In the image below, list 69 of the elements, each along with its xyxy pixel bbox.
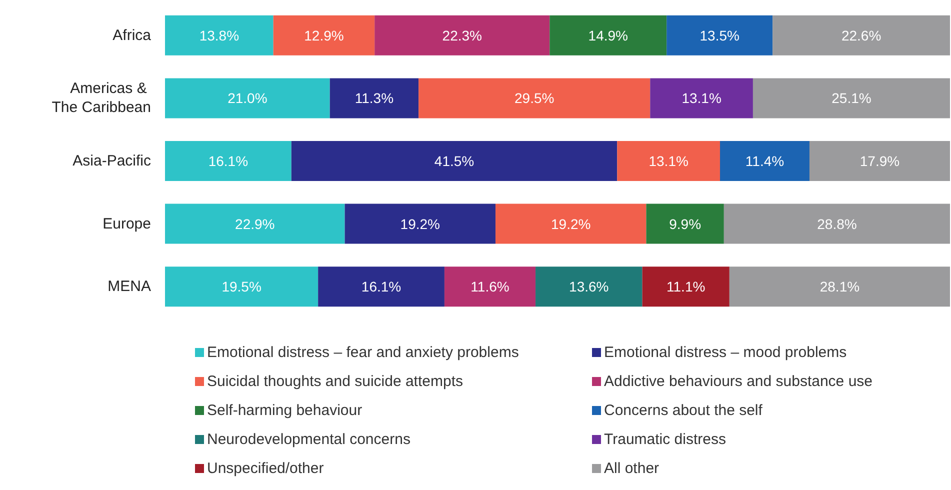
data-label: 22.3% — [442, 27, 482, 44]
bar — [330, 78, 419, 118]
data-label: 19.5% — [222, 278, 262, 295]
data-label: 29.5% — [514, 90, 554, 106]
data-label: 21.0% — [228, 90, 268, 106]
bar — [495, 204, 646, 244]
bar — [772, 15, 950, 56]
bar — [650, 78, 753, 118]
bar — [642, 266, 730, 307]
legend-label: Self-harming behaviour — [207, 402, 362, 419]
data-label: 13.8% — [199, 27, 240, 44]
bar — [720, 141, 810, 181]
bar — [444, 266, 536, 307]
legend-label: Traumatic distress — [604, 431, 726, 448]
bar — [291, 141, 618, 181]
data-label: 19.2% — [550, 216, 591, 232]
bar — [536, 266, 642, 307]
bar — [550, 15, 667, 56]
data-label: 11.6% — [470, 278, 510, 295]
legend-label: Neurodevelopmental concerns — [207, 431, 410, 448]
bar — [724, 204, 950, 244]
y-tick-label: Europe — [102, 215, 151, 232]
bar — [374, 15, 550, 56]
legend-label: Emotional distress – fear and anxiety problems — [207, 344, 519, 361]
legend-label: Concerns about the self — [604, 402, 764, 419]
legend-label: All other — [604, 460, 660, 477]
data-label: 13.1% — [648, 153, 688, 169]
bar — [752, 78, 950, 118]
bar — [418, 78, 650, 118]
data-label: 13.6% — [569, 278, 609, 295]
bar — [165, 141, 292, 181]
legend-label: Suicidal thoughts and suicide attempts — [207, 373, 463, 390]
bar — [165, 266, 318, 307]
bar — [165, 15, 274, 56]
legend-label: Emotional distress – mood problems — [604, 344, 847, 361]
y-tick-label: Africa — [112, 26, 152, 44]
bar — [646, 204, 724, 244]
bar — [165, 78, 330, 118]
bar — [344, 204, 496, 244]
data-label: 11.1% — [666, 278, 706, 295]
bar — [666, 15, 773, 56]
bar — [165, 204, 345, 244]
data-label: 16.1% — [208, 153, 248, 169]
data-label: 25.1% — [832, 90, 872, 106]
y-tick-label: Americas & The Caribbean — [52, 80, 151, 116]
data-label: 41.5% — [434, 153, 474, 169]
bar — [617, 141, 720, 181]
data-label: 13.5% — [700, 27, 740, 44]
data-label: 11.4% — [745, 153, 784, 169]
y-tick-label: Asia-Pacific — [72, 152, 152, 170]
data-label: 9.9% — [669, 216, 702, 232]
data-label: 11.3% — [354, 90, 394, 106]
data-label: 17.9% — [860, 153, 900, 169]
bar — [318, 266, 444, 307]
data-label: 28.1% — [820, 278, 860, 295]
data-label: 22.9% — [235, 216, 275, 232]
legend-label: Unspecified/other — [207, 460, 324, 477]
data-label: 16.1% — [361, 278, 402, 295]
data-label: 13.1% — [682, 90, 722, 106]
data-label: 28.8% — [817, 216, 857, 232]
data-label: 19.2% — [400, 216, 440, 232]
bar — [729, 266, 950, 307]
bar — [809, 141, 950, 181]
data-label: 12.9% — [304, 27, 344, 44]
data-label: 14.9% — [588, 27, 628, 44]
legend-label: Addictive behaviours and substance use — [604, 373, 873, 390]
bar — [273, 15, 375, 56]
y-tick-label: MENA — [108, 278, 151, 296]
data-label: 22.6% — [841, 27, 882, 44]
